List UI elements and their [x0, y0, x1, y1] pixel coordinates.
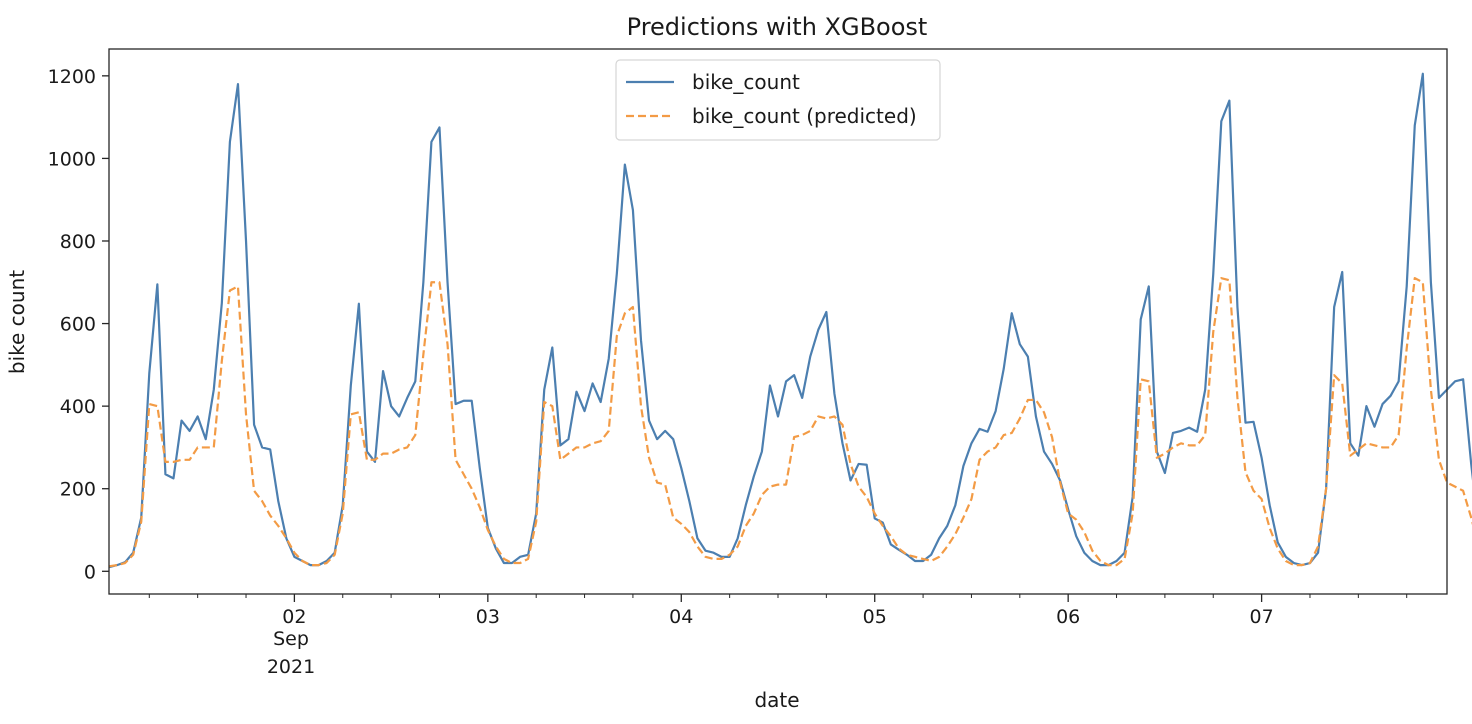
y-tick-label: 600 — [60, 314, 96, 336]
y-tick-label: 200 — [60, 479, 96, 501]
y-tick-label: 800 — [60, 231, 96, 253]
x-tick-label: 05 — [863, 606, 887, 628]
x-axis: 02 03 04 05 06 07 — [148, 594, 1408, 628]
x-tick-label: 07 — [1250, 606, 1274, 628]
x-tick-label: 04 — [669, 606, 693, 628]
y-tick-label: 400 — [60, 396, 96, 418]
x-secondary-year: 2021 — [267, 656, 315, 678]
legend-box — [615, 59, 941, 141]
x-axis-title: date — [754, 688, 799, 712]
y-axis-title: bike count — [5, 270, 29, 374]
series-layer — [108, 72, 1472, 569]
legend-label-bike-count-predicted: bike_count (predicted) — [692, 104, 917, 128]
x-tick-label: 02 — [282, 606, 306, 628]
y-axis: 0 200 400 600 800 1000 1200 — [48, 66, 109, 583]
chart-title: Predictions with XGBoost — [627, 13, 928, 41]
y-tick-label: 1200 — [48, 66, 96, 88]
legend-label-bike-count: bike_count — [692, 70, 800, 94]
series-line-bike-count-predicted — [108, 277, 1472, 568]
legend: bike_count bike_count (predicted) — [615, 59, 941, 141]
series-line-bike-count — [108, 72, 1472, 569]
y-tick-label: 0 — [84, 561, 96, 583]
x-tick-label: 06 — [1056, 606, 1080, 628]
y-tick-label: 1000 — [48, 148, 96, 170]
x-tick-label: 03 — [476, 606, 500, 628]
x-secondary-month: Sep — [273, 628, 309, 650]
